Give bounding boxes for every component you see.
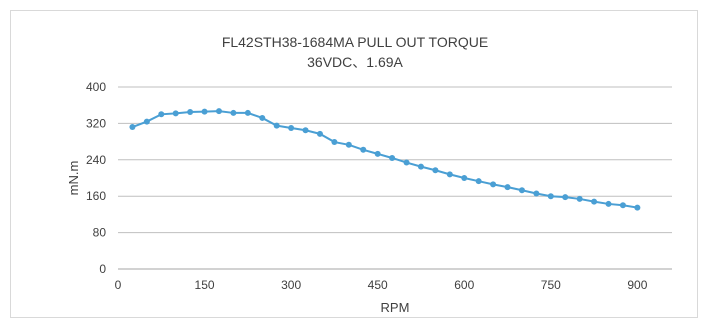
data-point-17 bbox=[374, 150, 381, 157]
y-tick-320: 320 bbox=[86, 116, 106, 130]
chart-frame bbox=[10, 10, 698, 318]
y-tick-labels: 0 80 160 240 320 400 bbox=[86, 80, 106, 276]
data-point-1 bbox=[143, 118, 150, 125]
data-point-23 bbox=[461, 175, 468, 181]
data-point-2 bbox=[158, 111, 165, 118]
x-tick-600: 600 bbox=[454, 278, 474, 292]
data-point-28 bbox=[533, 190, 540, 197]
data-point-20 bbox=[417, 163, 424, 170]
data-point-11 bbox=[288, 124, 295, 131]
data-point-3 bbox=[172, 110, 179, 117]
data-point-12 bbox=[302, 127, 309, 134]
x-tick-0: 0 bbox=[115, 278, 122, 292]
data-point-21 bbox=[432, 167, 439, 174]
data-point-15 bbox=[345, 141, 352, 148]
x-axis-label: RPM bbox=[381, 300, 410, 315]
y-tick-400: 400 bbox=[86, 80, 106, 94]
data-point-14 bbox=[331, 139, 338, 146]
data-point-13 bbox=[316, 130, 323, 137]
data-point-8 bbox=[244, 109, 251, 116]
data-point-4 bbox=[187, 109, 194, 116]
y-axis-label: mN.m bbox=[66, 161, 81, 196]
data-point-18 bbox=[389, 154, 396, 161]
data-point-35 bbox=[634, 204, 641, 211]
data-point-30 bbox=[562, 194, 569, 201]
data-point-5 bbox=[201, 108, 208, 115]
x-tick-labels: 0 150 300 450 600 750 900 bbox=[115, 278, 648, 292]
data-point-25 bbox=[490, 181, 497, 188]
data-point-16 bbox=[360, 146, 367, 153]
x-tick-450: 450 bbox=[368, 278, 388, 292]
data-point-33 bbox=[605, 200, 612, 207]
data-point-34 bbox=[619, 202, 626, 209]
data-point-22 bbox=[446, 171, 453, 178]
y-tick-0: 0 bbox=[99, 262, 106, 276]
data-point-9 bbox=[259, 114, 266, 121]
y-tick-240: 240 bbox=[86, 153, 106, 167]
series-points bbox=[129, 108, 641, 211]
x-tick-150: 150 bbox=[195, 278, 215, 292]
x-tick-900: 900 bbox=[627, 278, 647, 292]
x-tick-750: 750 bbox=[541, 278, 561, 292]
y-tick-80: 80 bbox=[93, 226, 107, 240]
data-point-6 bbox=[215, 108, 222, 115]
data-point-10 bbox=[273, 122, 280, 129]
data-point-7 bbox=[230, 109, 237, 116]
data-point-27 bbox=[518, 187, 525, 194]
chart-subtitle: 36VDC、1.69A bbox=[307, 54, 403, 70]
x-tick-300: 300 bbox=[281, 278, 301, 292]
chart-title: FL42STH38-1684MA PULL OUT TORQUE bbox=[221, 34, 489, 50]
data-point-19 bbox=[403, 159, 410, 166]
data-point-32 bbox=[591, 198, 598, 205]
data-point-29 bbox=[547, 193, 554, 200]
y-tick-160: 160 bbox=[86, 189, 106, 203]
data-point-31 bbox=[576, 195, 583, 202]
data-point-0 bbox=[129, 124, 136, 131]
data-point-26 bbox=[504, 184, 511, 191]
data-point-24 bbox=[475, 178, 482, 185]
